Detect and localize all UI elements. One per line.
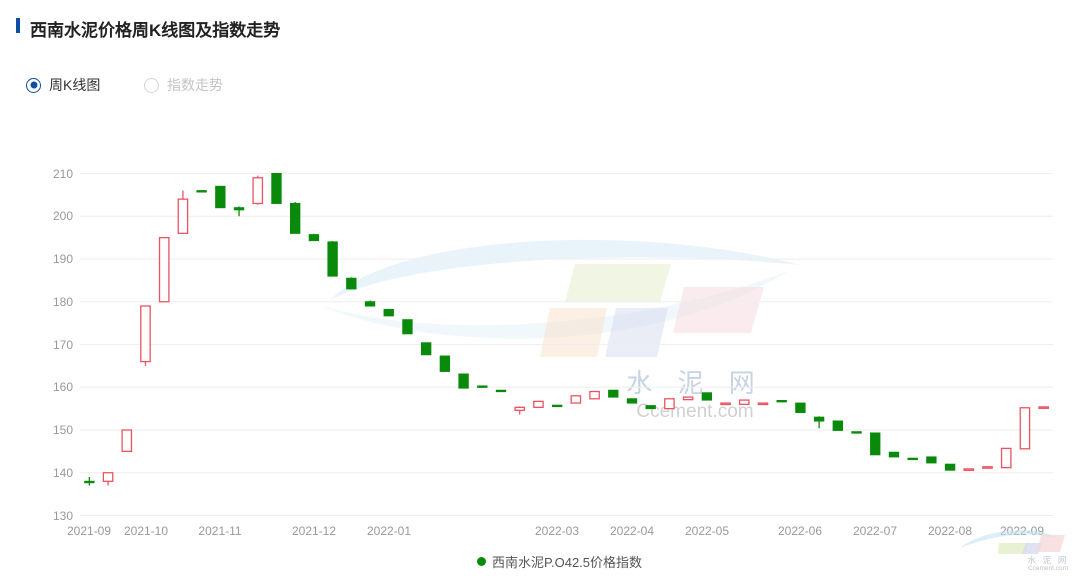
svg-text:Ccement.com: Ccement.com (1028, 565, 1068, 572)
svg-text:Ccement.com: Ccement.com (636, 401, 753, 422)
svg-text:水 泥 网: 水 泥 网 (1027, 555, 1068, 565)
svg-text:水 泥 网: 水 泥 网 (626, 368, 763, 398)
